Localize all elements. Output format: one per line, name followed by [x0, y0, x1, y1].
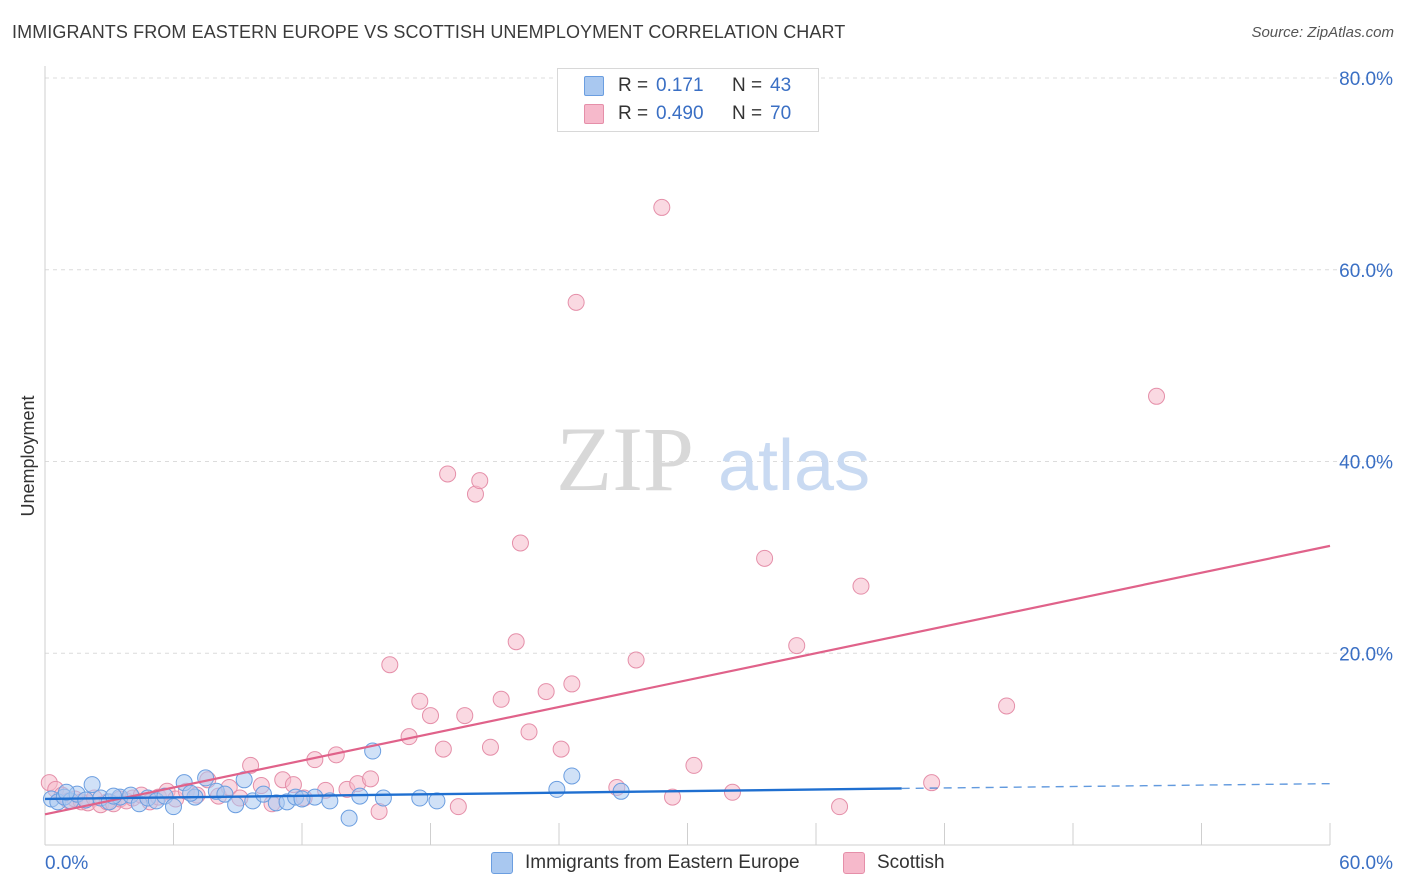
scottish-point	[923, 774, 941, 792]
scottish-point	[788, 637, 806, 655]
axes	[44, 66, 1331, 846]
scottish-point	[422, 707, 439, 725]
scottish-point	[1148, 387, 1166, 405]
immigrants-point	[227, 796, 245, 814]
immigrants-point	[340, 809, 358, 827]
scottish-point	[411, 692, 429, 710]
legend-n-label: N =	[732, 103, 763, 124]
tick-labels: 20.0% 40.0% 60.0% 80.0% 0.0% 60.0%	[45, 69, 1393, 874]
scottish-point	[653, 198, 671, 216]
immigrants-point	[182, 784, 200, 802]
immigrants-point	[428, 792, 446, 810]
immigrants-point	[57, 783, 75, 801]
watermark: ZIP atlas	[556, 408, 870, 510]
scottish-point	[998, 697, 1016, 715]
scottish-point	[511, 534, 529, 552]
scottish-point	[434, 740, 452, 758]
scottish-point	[664, 788, 682, 806]
legend-n-value: 70	[770, 103, 792, 124]
legend-item-immigrants[interactable]: Immigrants from Eastern Europe	[491, 852, 800, 874]
immigrants-point	[374, 789, 392, 807]
scottish-point	[381, 656, 399, 674]
scottish-point	[756, 549, 774, 567]
scottish-point	[852, 577, 870, 595]
correlation-legend: R = 0.171 N = 43 R = 0.490 N = 70	[557, 68, 819, 132]
scottish-point	[362, 770, 380, 788]
immigrants-point	[548, 780, 566, 798]
legend-row-immigrants: R = 0.171 N = 43	[584, 74, 791, 98]
immigrants-point	[165, 798, 182, 816]
x-tick-label: 0.0%	[45, 853, 88, 874]
scottish-point	[456, 707, 474, 725]
scottish-point	[537, 683, 555, 701]
scottish-point	[492, 690, 510, 708]
immigrants-point	[411, 789, 429, 807]
y-axis-label: Unemployment	[18, 395, 38, 516]
scottish-point	[552, 740, 570, 758]
legend-swatch-scottish	[584, 104, 604, 124]
source-label: Source: ZipAtlas.com	[1251, 24, 1394, 41]
legend-r-value: 0.171	[656, 75, 704, 96]
legend-row-scottish: R = 0.490 N = 70	[584, 102, 791, 126]
immigrants-trend-line	[44, 787, 902, 801]
scottish-point	[439, 465, 457, 483]
legend-swatch-immigrants	[584, 76, 604, 96]
scottish-point	[627, 651, 645, 669]
legend-swatch-scottish	[843, 852, 865, 874]
immigrants-point	[321, 792, 339, 810]
scottish-point	[481, 738, 499, 756]
legend-swatch-immigrants	[491, 852, 513, 874]
legend-r-label: R =	[618, 75, 649, 96]
immigrants-point	[197, 769, 215, 787]
immigrants-point	[563, 767, 581, 785]
legend-r-label: R =	[618, 103, 649, 124]
scottish-point	[471, 472, 489, 490]
scottish-point	[520, 723, 538, 741]
y-tick-label: 60.0%	[1339, 261, 1393, 282]
legend-n-label: N =	[732, 75, 763, 96]
scottish-point	[567, 293, 585, 311]
chart-title: IMMIGRANTS FROM EASTERN EUROPE VS SCOTTI…	[12, 22, 846, 42]
immigrants-point	[293, 790, 311, 808]
series-legend: Immigrants from Eastern Europe Scottish	[0, 852, 1406, 878]
immigrants-point	[83, 776, 101, 794]
y-tick-label: 40.0%	[1339, 453, 1393, 474]
immigrants-point	[216, 785, 234, 803]
scottish-point	[507, 633, 525, 651]
scottish-trend-line	[44, 544, 1331, 816]
scottish-point	[723, 783, 741, 801]
scottish-point	[449, 798, 467, 816]
scottish-point	[831, 798, 849, 816]
legend-label-immigrants: Immigrants from Eastern Europe	[525, 852, 800, 873]
y-tick-label: 20.0%	[1339, 644, 1393, 665]
immigrants-trend-extension	[901, 782, 1331, 790]
legend-label-scottish: Scottish	[877, 852, 945, 873]
x-tick-label: 60.0%	[1339, 853, 1393, 874]
trend-lines	[44, 544, 1331, 816]
watermark-zip: ZIP	[556, 408, 694, 510]
legend-r-value: 0.490	[656, 103, 704, 124]
legend-item-scottish[interactable]: Scottish	[843, 852, 945, 874]
gridlines	[45, 77, 1390, 654]
immigrants-point	[254, 785, 272, 803]
y-tick-label: 80.0%	[1339, 69, 1393, 90]
watermark-atlas: atlas	[718, 426, 870, 506]
scottish-point	[685, 756, 703, 774]
scottish-point	[563, 675, 581, 693]
legend-n-value: 43	[770, 75, 792, 96]
